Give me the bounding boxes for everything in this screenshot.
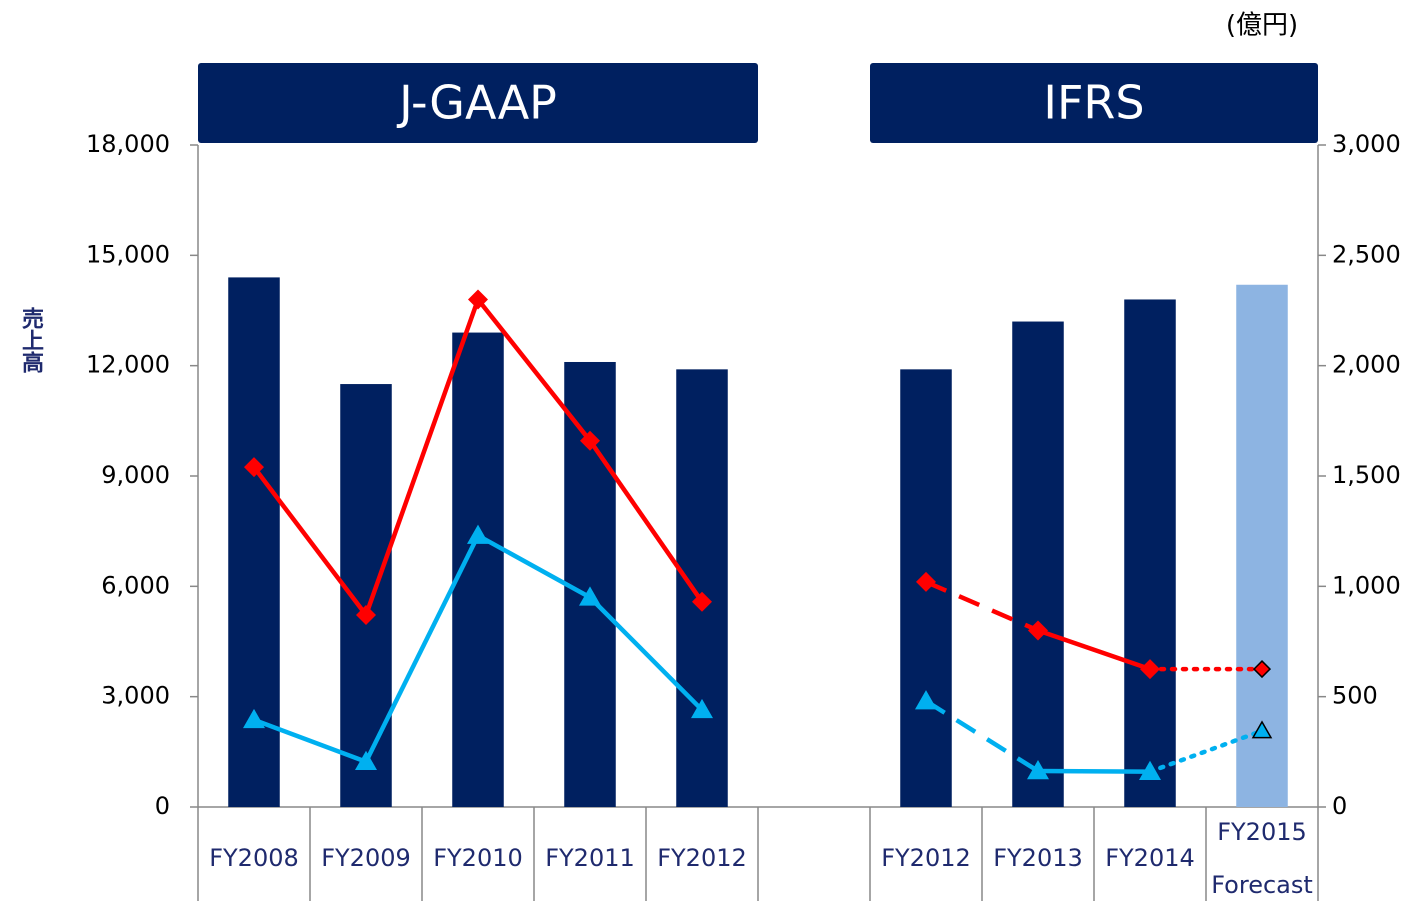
marker [467, 524, 489, 544]
y-tick-label: 12,000 [86, 351, 170, 379]
marker [916, 571, 936, 592]
group-label: IFRS [1043, 76, 1144, 130]
x-tick-label: FY2013 [993, 844, 1083, 872]
line-segment [363, 298, 481, 616]
marker [580, 430, 600, 451]
line-segment [476, 533, 592, 600]
x-tick-label: FY2015 [1217, 818, 1307, 846]
x-tick-label: FY2012 [881, 844, 971, 872]
marker [1140, 659, 1160, 680]
unit-label: (億円) [1226, 11, 1298, 41]
bar [340, 384, 392, 807]
bar [564, 361, 616, 807]
marker [1028, 620, 1048, 641]
marker [1139, 760, 1161, 780]
y-axis-label: 売上高 [18, 306, 44, 373]
y2-tick-label: 0 [1332, 792, 1347, 820]
bar [1124, 299, 1176, 807]
x-tick-label: FY2009 [321, 844, 411, 872]
y2-tick-label: 500 [1332, 682, 1378, 710]
x-tick-label: FY2012 [657, 844, 747, 872]
y2-tick-label: 1,000 [1332, 571, 1401, 599]
bar [676, 369, 728, 807]
y2-tick-label: 3,000 [1332, 130, 1401, 158]
group-header [870, 63, 1318, 143]
marker [692, 591, 712, 612]
y-tick-label: 9,000 [101, 461, 170, 489]
y-tick-label: 15,000 [86, 240, 170, 268]
line-segment [1147, 728, 1265, 774]
y-tick-label: 18,000 [86, 130, 170, 158]
marker [244, 457, 264, 478]
x-tick-label: FY2010 [433, 844, 523, 872]
line-segment [363, 534, 481, 763]
y2-tick-label: 2,000 [1332, 351, 1401, 379]
marker [356, 605, 376, 626]
x-tick-label: FY2008 [209, 844, 299, 872]
line-segment [925, 579, 1039, 633]
x-tick-label: Forecast [1211, 871, 1313, 899]
y2-tick-label: 2,500 [1332, 240, 1401, 268]
marker [1251, 720, 1273, 739]
line-segment [588, 595, 704, 712]
line-segment [588, 439, 704, 604]
marker [579, 586, 601, 606]
y-tick-label: 0 [155, 792, 170, 820]
line-segment [1037, 628, 1151, 672]
group-label: J-GAAP [396, 76, 557, 130]
marker [243, 708, 265, 729]
marker [691, 698, 713, 719]
x-tick-label: FY2014 [1105, 844, 1195, 872]
x-tick-label: FY2011 [545, 844, 635, 872]
y-tick-label: 3,000 [101, 682, 170, 710]
line-segment [924, 699, 1040, 773]
marker [468, 289, 488, 310]
bar [1012, 321, 1064, 807]
y-tick-label: 6,000 [101, 571, 170, 599]
line-segment [252, 465, 368, 617]
marker [355, 750, 377, 771]
y2-tick-label: 1,500 [1332, 461, 1401, 489]
line-segment [1037, 768, 1151, 774]
marker [1252, 660, 1272, 679]
bar [1236, 284, 1288, 807]
marker [1027, 760, 1049, 780]
line-segment [476, 298, 592, 443]
line-segment [253, 717, 367, 764]
marker [915, 690, 937, 710]
group-header [198, 63, 758, 143]
